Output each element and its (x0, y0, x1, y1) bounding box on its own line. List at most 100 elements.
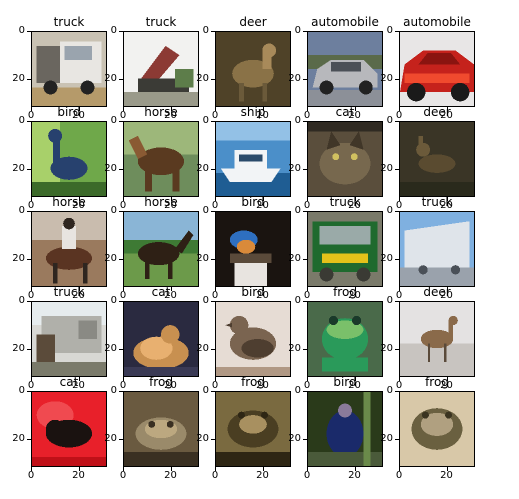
y-tick-label: 0 (110, 205, 117, 216)
x-tick-mark (123, 377, 124, 381)
x-tick-mark (446, 377, 448, 381)
panel-thumbnail (308, 392, 382, 466)
y-tick-label: 20 (196, 342, 209, 354)
image-panel: truck 0 20 0 20 (288, 195, 383, 301)
x-tick-label: 20 (164, 290, 177, 301)
x-tick-label: 20 (72, 290, 85, 301)
image-panel: cat 0 20 0 20 (288, 105, 383, 211)
y-tick-label: 0 (386, 295, 393, 306)
image-panel: automobile 0 20 0 20 (288, 15, 383, 121)
panel-thumbnail (32, 122, 106, 196)
y-tick-label: 20 (104, 162, 117, 174)
panel-thumbnail (308, 302, 382, 376)
x-tick-mark (123, 197, 124, 201)
image-panel: frog 0 20 0 20 (288, 285, 383, 391)
panel-title: truck (53, 15, 85, 29)
panel-thumbnail (308, 212, 382, 286)
x-tick-mark (78, 377, 80, 381)
panel-title: deer (423, 105, 451, 119)
panel-title: automobile (311, 15, 379, 29)
y-tick-mark (27, 78, 31, 80)
y-tick-mark (303, 211, 307, 212)
image-panel: bird 0 20 0 20 (196, 195, 291, 301)
image-panel: truck 0 20 0 20 (380, 195, 475, 301)
x-tick-mark (78, 107, 80, 111)
panel-thumbnail (216, 392, 290, 466)
y-tick-mark (395, 168, 399, 170)
x-tick-label: 20 (440, 380, 453, 391)
x-tick-label: 20 (164, 380, 177, 391)
panel-title: frog (241, 375, 265, 389)
panel-image (215, 31, 291, 107)
image-panel: deer 0 20 0 20 (196, 15, 291, 121)
panel-thumbnail (124, 392, 198, 466)
x-tick-mark (78, 287, 80, 291)
x-tick-label: 20 (256, 110, 269, 121)
y-tick-label: 20 (288, 252, 301, 264)
x-tick-label: 0 (395, 110, 403, 121)
x-tick-mark (307, 377, 308, 381)
x-tick-label: 0 (303, 290, 311, 301)
x-tick-label: 0 (395, 200, 403, 211)
panel-title: truck (145, 15, 177, 29)
y-tick-mark (27, 438, 31, 440)
panel-thumbnail (400, 302, 474, 376)
x-tick-label: 0 (119, 470, 127, 481)
panel-thumbnail (124, 122, 198, 196)
y-tick-label: 0 (202, 25, 209, 36)
panel-image (399, 31, 475, 107)
y-tick-mark (303, 348, 307, 350)
y-tick-label: 20 (196, 432, 209, 444)
y-tick-label: 0 (110, 115, 117, 126)
x-tick-label: 0 (27, 290, 35, 301)
y-tick-mark (211, 301, 215, 302)
y-tick-label: 20 (12, 342, 25, 354)
x-tick-mark (215, 287, 216, 291)
x-tick-mark (262, 377, 264, 381)
y-tick-label: 0 (202, 205, 209, 216)
x-tick-mark (354, 467, 356, 471)
x-tick-label: 20 (164, 200, 177, 211)
x-tick-mark (123, 287, 124, 291)
y-tick-label: 20 (380, 252, 393, 264)
panel-image (399, 211, 475, 287)
y-tick-mark (211, 258, 215, 260)
panel-thumbnail (400, 122, 474, 196)
y-tick-mark (119, 31, 123, 32)
x-tick-label: 20 (440, 290, 453, 301)
panel-title: frog (425, 375, 449, 389)
image-panel: horse 0 20 0 20 (104, 105, 199, 211)
y-tick-mark (211, 348, 215, 350)
y-tick-mark (303, 391, 307, 392)
x-tick-mark (215, 107, 216, 111)
y-tick-mark (303, 168, 307, 170)
y-tick-label: 0 (18, 385, 25, 396)
image-panel: cat 0 20 0 20 (104, 285, 199, 391)
y-tick-label: 20 (380, 162, 393, 174)
x-tick-mark (262, 467, 264, 471)
image-panel: frog 0 20 0 20 (380, 375, 475, 481)
y-tick-mark (27, 348, 31, 350)
x-tick-mark (354, 107, 356, 111)
x-tick-label: 0 (211, 290, 219, 301)
x-tick-mark (446, 467, 448, 471)
panel-image (399, 301, 475, 377)
y-tick-mark (211, 391, 215, 392)
y-tick-label: 20 (12, 432, 25, 444)
y-tick-mark (395, 211, 399, 212)
image-panel: bird 0 20 0 20 (288, 375, 383, 481)
panel-title: truck (421, 195, 453, 209)
panel-title: horse (52, 195, 86, 209)
y-tick-label: 20 (104, 252, 117, 264)
x-tick-label: 0 (395, 470, 403, 481)
y-tick-label: 20 (288, 162, 301, 174)
x-tick-label: 0 (119, 380, 127, 391)
y-tick-label: 0 (110, 385, 117, 396)
y-tick-label: 0 (18, 25, 25, 36)
y-tick-label: 20 (12, 162, 25, 174)
image-panel: automobile 0 20 0 20 (380, 15, 475, 121)
y-tick-mark (27, 301, 31, 302)
panel-title: bird (333, 375, 357, 389)
y-tick-label: 0 (202, 385, 209, 396)
